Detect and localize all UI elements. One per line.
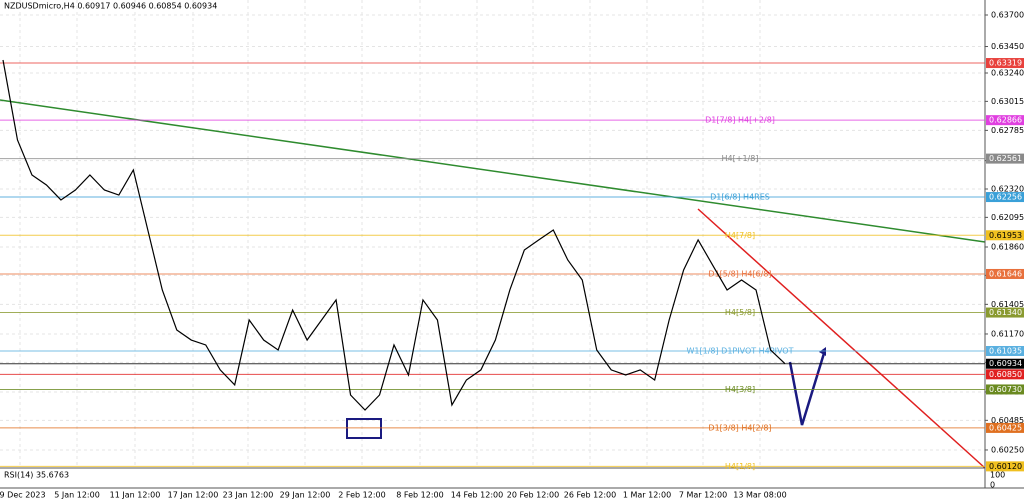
level-tag	[986, 358, 1024, 369]
x-tick-label: 29 Jan 12:00	[280, 491, 331, 500]
y-tick-label: 0.61170	[991, 329, 1024, 338]
y-tick-label: 0.61860	[991, 242, 1024, 251]
level-name: H4[5/8]	[725, 308, 755, 317]
level-tag	[986, 58, 1024, 69]
level-tag	[986, 461, 1024, 472]
level-tag	[986, 192, 1024, 203]
level-tag	[986, 307, 1024, 318]
y-tick-label: 0.63240	[991, 68, 1024, 77]
y-tick-label: 0.60250	[991, 445, 1024, 454]
forecast-arrow	[788, 349, 827, 426]
y-tick-label: 0.61405	[991, 300, 1024, 309]
level-tag	[986, 115, 1024, 126]
y-tick-label: 0.63700	[991, 11, 1024, 20]
level-tag-label: 0.61340	[989, 308, 1022, 317]
level-name: D1[5/8] H4[6/8]	[708, 269, 771, 278]
y-tick-label: 0.62785	[991, 126, 1024, 135]
level-tag-label: 0.60934	[989, 359, 1022, 368]
x-tick-label: 7 Mar 12:00	[679, 491, 727, 500]
level-tag	[986, 230, 1024, 241]
level-tag-label: 0.61953	[989, 231, 1022, 240]
highlight-box	[346, 418, 382, 439]
level-name: D1[6/8] H4RES	[710, 193, 770, 202]
level-tag-label: 0.60425	[989, 423, 1022, 432]
level-name: H4[3/8]	[725, 385, 755, 394]
level-name: D1[3/8] H4[2/8]	[708, 423, 771, 432]
x-tick-label: 11 Jan 12:00	[110, 491, 161, 500]
y-tick-label: 0.63450	[991, 42, 1024, 51]
level-name: H4[7/8]	[725, 231, 755, 240]
x-tick-label: 20 Feb 12:00	[507, 491, 559, 500]
level-tag-label: 0.62561	[989, 154, 1022, 163]
indicator-tick: 100	[990, 471, 1005, 480]
level-tag-label: 0.60850	[989, 370, 1022, 379]
level-tag-label: 0.61035	[989, 347, 1022, 356]
chart-title: NZDUSDmicro,H4 0.60917 0.60946 0.60854 0…	[4, 2, 217, 11]
x-tick-label: 8 Feb 12:00	[396, 491, 443, 500]
indicator-tick: 0	[990, 481, 995, 490]
level-tag-label: 0.62866	[989, 116, 1022, 125]
level-tag	[986, 346, 1024, 356]
x-tick-label: 5 Jan 12:00	[54, 491, 100, 500]
level-name: H4[1/8]	[725, 462, 755, 471]
level-name: W1[1/8] D1PIVOT H4PIVOT	[687, 347, 794, 356]
level-tag-label: 0.61646	[989, 269, 1022, 278]
y-tick-label: 0.62095	[991, 213, 1024, 222]
level-tag	[986, 268, 1024, 279]
level-tag-label: 0.60120	[989, 462, 1022, 471]
trendline	[697, 208, 986, 469]
trendline	[0, 99, 986, 243]
y-tick-label: 0.60485	[991, 416, 1024, 425]
level-tag	[986, 384, 1024, 395]
level-tag	[986, 153, 1024, 164]
level-name: H4[+1/8]	[722, 154, 759, 163]
x-tick-label: 29 Dec 2023	[0, 491, 46, 500]
x-tick-label: 17 Jan 12:00	[168, 491, 219, 500]
x-tick-label: 14 Feb 12:00	[451, 491, 503, 500]
level-tag-label: 0.60730	[989, 385, 1022, 394]
x-tick-label: 26 Feb 12:00	[564, 491, 616, 500]
price-line	[2, 59, 786, 411]
level-tag-label: 0.62256	[989, 193, 1022, 202]
level-tag	[986, 369, 1024, 380]
x-tick-label: 2 Feb 12:00	[338, 491, 385, 500]
x-tick-label: 1 Mar 12:00	[623, 491, 671, 500]
level-tag	[986, 422, 1024, 433]
y-tick-label: 0.62320	[991, 184, 1024, 193]
y-tick-label: 0.63015	[991, 97, 1024, 106]
indicator-label: RSI(14) 35.6763	[4, 471, 69, 480]
x-tick-label: 13 Mar 08:00	[733, 491, 786, 500]
x-tick-label: 23 Jan 12:00	[223, 491, 274, 500]
level-name: D1[7/8] H4[+2/8]	[705, 116, 775, 125]
level-tag-label: 0.63319	[989, 59, 1022, 68]
